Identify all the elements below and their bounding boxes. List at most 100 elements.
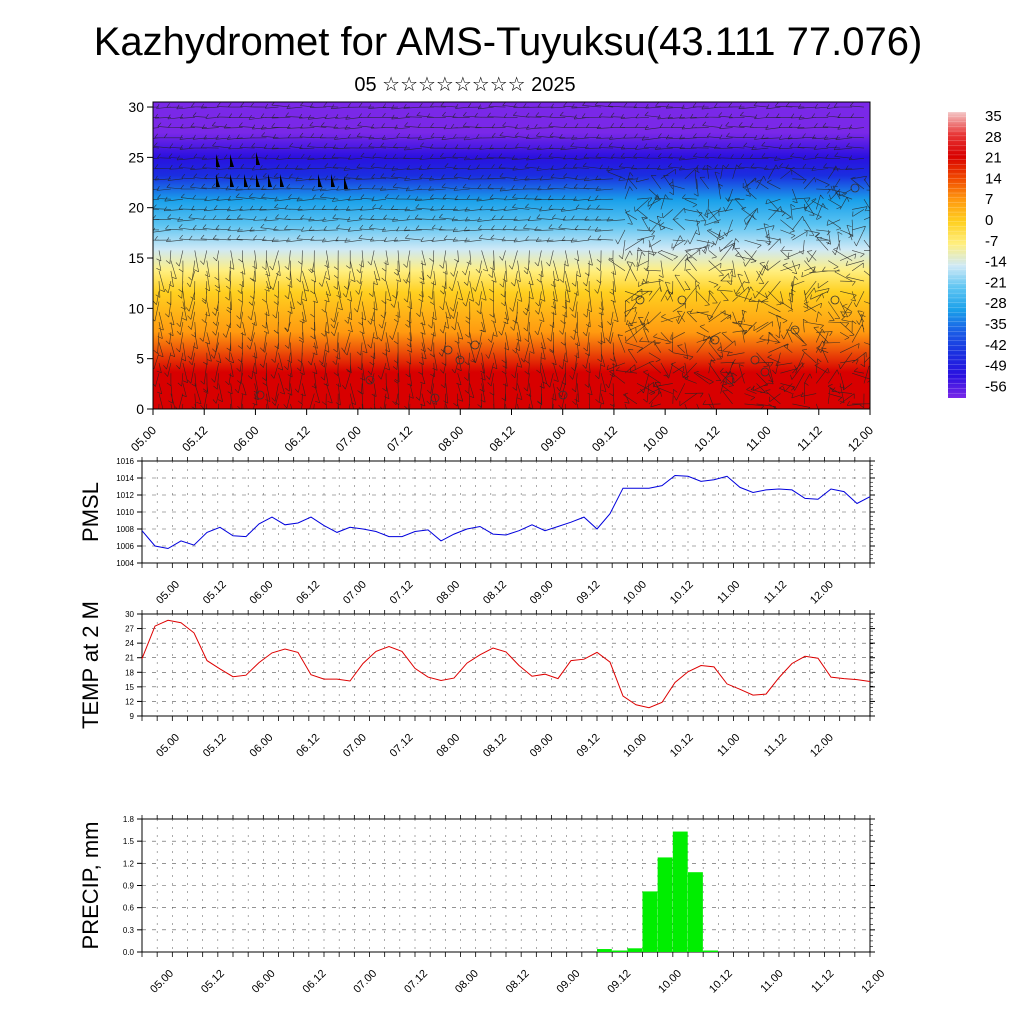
y-tick-label: 12 bbox=[125, 697, 134, 706]
x-tick-label: 08.00 bbox=[453, 968, 481, 996]
precip-bar bbox=[597, 949, 612, 952]
x-tick-label: 07.00 bbox=[341, 579, 369, 607]
x-tick-label: 07.12 bbox=[388, 732, 416, 760]
colorbar-label: -28 bbox=[985, 295, 1007, 312]
x-tick-label: 09.00 bbox=[528, 732, 556, 760]
y-tick-label: 10 bbox=[128, 300, 144, 316]
x-tick-label: 06.12 bbox=[282, 423, 313, 454]
x-tick-label: 10.00 bbox=[621, 732, 649, 760]
calm-circle bbox=[365, 375, 375, 385]
y-tick-label: 1.8 bbox=[123, 815, 135, 824]
precip-bar bbox=[642, 891, 658, 952]
y-tick-label: 15 bbox=[125, 683, 134, 692]
colorbar-lines bbox=[948, 111, 966, 394]
x-tick-label: 09.12 bbox=[589, 423, 620, 454]
calm-circle bbox=[430, 393, 440, 403]
x-tick-label: 10.12 bbox=[707, 968, 735, 996]
calm-circle bbox=[635, 295, 645, 305]
x-tick-label: 10.00 bbox=[640, 423, 671, 454]
wind-barbs-layer bbox=[153, 102, 870, 409]
x-tick-label: 06.00 bbox=[248, 579, 276, 607]
x-tick-label: 11.00 bbox=[715, 732, 742, 759]
x-tick-label: 11.12 bbox=[762, 579, 789, 606]
y-axis-label: TEMP at 2 M bbox=[78, 601, 103, 729]
y-tick-label: 0.9 bbox=[123, 882, 135, 891]
x-tick-label: 11.00 bbox=[758, 968, 785, 995]
temp-panel: 30 27 24 21 18 15 12 9 TEMP at 2 M 05.00 05.12 06.0… bbox=[78, 601, 875, 760]
precip-bar bbox=[688, 872, 703, 952]
x-tick-label: 06.00 bbox=[250, 968, 278, 996]
x-tick-label: 10.12 bbox=[668, 732, 696, 760]
calm-circle bbox=[750, 355, 760, 365]
x-tick-label: 05.12 bbox=[201, 579, 229, 607]
colorbar-label: -56 bbox=[985, 378, 1007, 395]
colorbar-label: -7 bbox=[985, 233, 998, 250]
y-tick-label: 5 bbox=[136, 351, 144, 367]
y-tick-label: 1014 bbox=[116, 474, 134, 483]
series-line bbox=[141, 619, 871, 709]
wind-pennant bbox=[216, 154, 220, 167]
x-tick-label: 12.00 bbox=[859, 968, 887, 996]
y-tick-label: 1010 bbox=[116, 508, 134, 517]
x-tick-label: 05.00 bbox=[148, 968, 176, 996]
x-tick-label: 05.12 bbox=[179, 423, 210, 454]
colorbar-fill bbox=[948, 112, 966, 398]
x-tick-label: 07.12 bbox=[402, 968, 430, 996]
x-tick-label: 05.00 bbox=[128, 423, 159, 454]
colorbar-label: -35 bbox=[985, 316, 1007, 333]
colorbar-label: 7 bbox=[985, 191, 993, 208]
colorbar-label: -49 bbox=[985, 358, 1007, 375]
x-tick-label: 08.00 bbox=[434, 579, 462, 607]
x-tick-label: 10.12 bbox=[668, 579, 696, 607]
x-tick-label: 06.00 bbox=[230, 423, 261, 454]
x-tick-label: 09.12 bbox=[574, 579, 602, 607]
pmsl-panel: 1016 1014 1012 1010 1008 1006 1004 PMSL 05.00 05.… bbox=[78, 457, 875, 607]
x-tick-label: 09.00 bbox=[528, 579, 556, 607]
precip-bar bbox=[672, 831, 688, 952]
calm-circle bbox=[760, 367, 770, 377]
calm-circle bbox=[710, 335, 720, 345]
y-tick-label: 0.6 bbox=[123, 904, 135, 913]
x-tick-label: 05.12 bbox=[201, 732, 229, 760]
y-tick-label: 27 bbox=[125, 625, 134, 634]
colorbar-label: 21 bbox=[985, 150, 1002, 167]
y-tick-label: 1.5 bbox=[123, 837, 135, 846]
x-tick-label: 10.00 bbox=[621, 579, 649, 607]
colorbar-label: -42 bbox=[985, 337, 1007, 354]
panel-frame bbox=[141, 613, 871, 717]
colorbar-label: 14 bbox=[985, 170, 1002, 187]
calm-circle bbox=[470, 340, 480, 350]
x-tick-label: 06.12 bbox=[294, 579, 322, 607]
wind-pennant bbox=[256, 174, 260, 187]
x-tick-label: 07.00 bbox=[351, 968, 379, 996]
x-tick-label: 08.12 bbox=[481, 579, 509, 607]
wind-pennant bbox=[344, 176, 348, 189]
precip-bar bbox=[612, 950, 628, 952]
y-tick-label: 9 bbox=[130, 712, 135, 721]
y-tick-label: 30 bbox=[125, 610, 134, 619]
x-tick-label: 05.12 bbox=[199, 968, 227, 996]
calm-circle bbox=[443, 345, 453, 355]
x-tick-label: 09.12 bbox=[605, 968, 633, 996]
colorbar-label: 35 bbox=[985, 108, 1002, 125]
wind-pennant bbox=[318, 174, 322, 187]
vertical-section-panel: 0 5 10 15 20 25 30 05.00 05.12 06.00 06.12 07.00 07.… bbox=[128, 99, 876, 454]
y-axis-label: PRECIP, mm bbox=[78, 822, 103, 950]
wind-pennant bbox=[331, 174, 335, 187]
x-tick-label: 10.00 bbox=[656, 968, 684, 996]
wind-pennant bbox=[230, 154, 234, 167]
wind-pennant bbox=[216, 174, 220, 187]
colorbar-labels: 35 28 21 14 7 0 -7 -14 -21 -28 -35 -42 -49 -56 bbox=[985, 108, 1007, 395]
wind-barbs bbox=[153, 102, 870, 409]
calm-circle bbox=[255, 390, 265, 400]
precip-bar bbox=[703, 950, 719, 952]
y-tick-label: 1012 bbox=[116, 491, 134, 500]
y-axis-label: PMSL bbox=[78, 482, 103, 542]
y-tick-label: 1.2 bbox=[123, 859, 135, 868]
precip-bar bbox=[657, 857, 673, 952]
y-tick-label: 1008 bbox=[116, 525, 134, 534]
chart-subtitle: 05 ☆☆☆☆☆☆☆☆ 2025 bbox=[354, 74, 575, 96]
precip-panel: 1.8 1.5 1.2 0.9 0.6 0.3 0.0 PRECIP, mm 05.00 05.1… bbox=[78, 815, 887, 996]
y-tick-label: 30 bbox=[128, 99, 144, 115]
y-tick-label: 0.0 bbox=[123, 948, 135, 957]
